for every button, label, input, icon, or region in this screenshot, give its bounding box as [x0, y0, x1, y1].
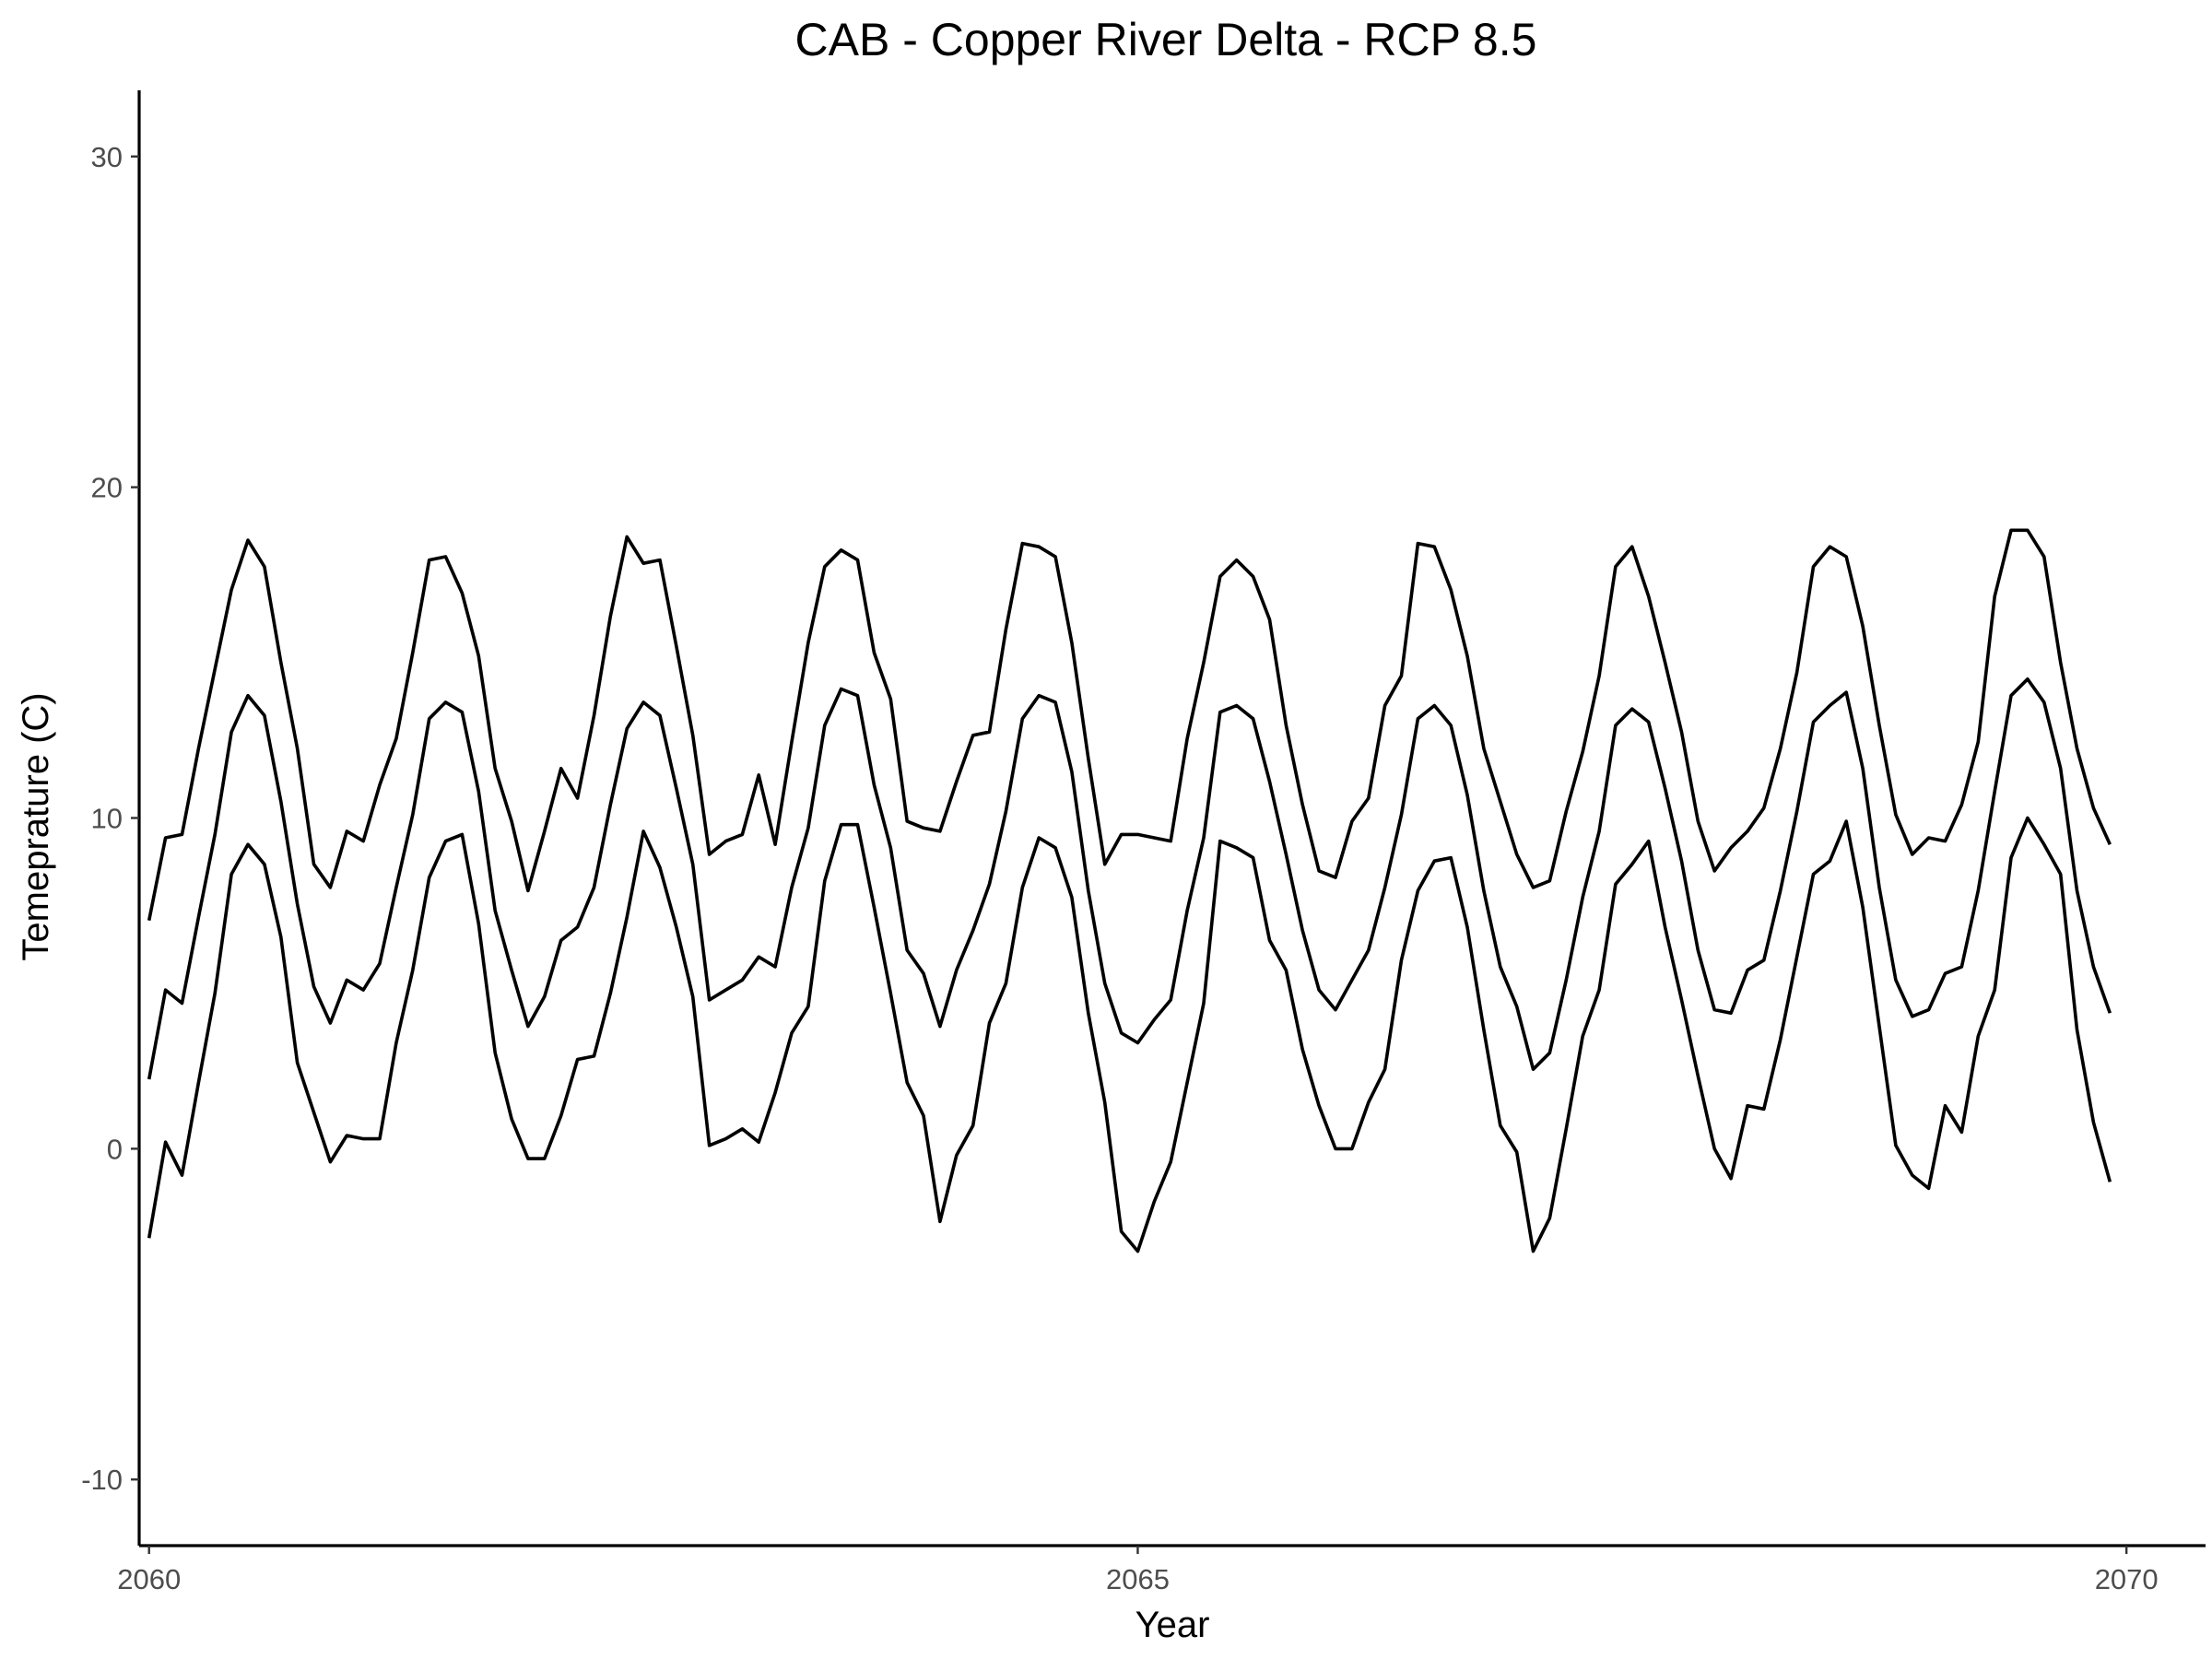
- y-axis-ticks: -10 0 10 20 30: [81, 141, 139, 1496]
- y-tick-label: -10: [81, 1464, 123, 1496]
- y-tick-label: 0: [107, 1133, 123, 1165]
- y-tick-label: 30: [91, 141, 123, 173]
- plot-area: [147, 528, 2112, 1253]
- chart-title: CAB - Copper River Delta - RCP 8.5: [795, 14, 1537, 65]
- y-tick-label: 10: [91, 803, 123, 835]
- y-axis-title: Temeprature (C): [16, 692, 56, 960]
- series-group: [147, 528, 2112, 1253]
- x-axis-ticks: 2060 2065 2070: [117, 1546, 2159, 1595]
- x-axis-title: Year: [1135, 1605, 1210, 1645]
- x-tick-label: 2070: [2095, 1563, 2159, 1595]
- series-line-2: [147, 677, 2112, 1080]
- y-tick-label: 20: [91, 472, 123, 504]
- series-line-1: [147, 528, 2112, 922]
- x-tick-label: 2065: [1106, 1563, 1170, 1595]
- series-line-3: [147, 816, 2112, 1253]
- x-tick-label: 2060: [117, 1563, 181, 1595]
